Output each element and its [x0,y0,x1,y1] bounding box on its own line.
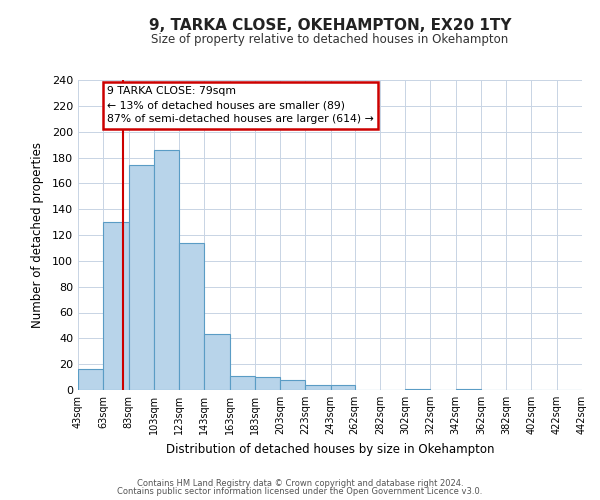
Bar [103,222,128,390]
Bar [179,243,205,390]
Bar [255,377,280,390]
Bar [455,388,481,390]
Text: 9, TARKA CLOSE, OKEHAMPTON, EX20 1TY: 9, TARKA CLOSE, OKEHAMPTON, EX20 1TY [149,18,511,32]
Bar [154,150,179,390]
Text: Contains public sector information licensed under the Open Government Licence v3: Contains public sector information licen… [118,487,482,496]
Bar [205,334,230,390]
Bar [128,165,154,390]
Bar [405,388,430,390]
Text: 9 TARKA CLOSE: 79sqm
← 13% of detached houses are smaller (89)
87% of semi-detac: 9 TARKA CLOSE: 79sqm ← 13% of detached h… [107,86,374,124]
Text: Size of property relative to detached houses in Okehampton: Size of property relative to detached ho… [151,32,509,46]
Y-axis label: Number of detached properties: Number of detached properties [31,142,44,328]
Bar [305,385,331,390]
Bar [331,385,355,390]
X-axis label: Distribution of detached houses by size in Okehampton: Distribution of detached houses by size … [166,442,494,456]
Bar [230,376,255,390]
Bar [280,380,305,390]
Bar [78,370,103,390]
Text: Contains HM Land Registry data © Crown copyright and database right 2024.: Contains HM Land Registry data © Crown c… [137,478,463,488]
